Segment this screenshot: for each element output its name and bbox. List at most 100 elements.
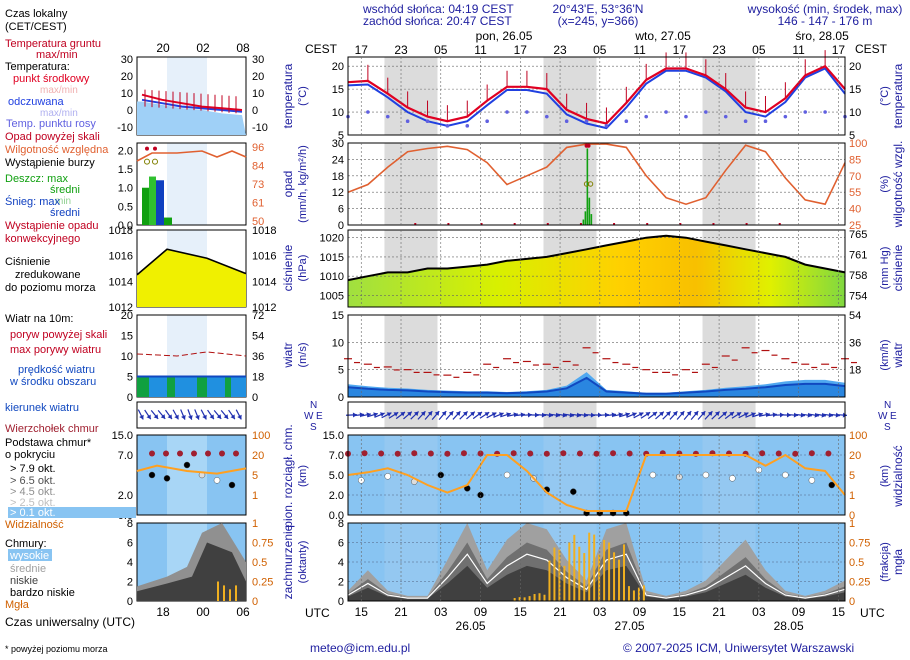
legend-temp-mid: punkt środkowy — [13, 73, 90, 85]
dew-point-dot — [366, 110, 370, 114]
cloud-top-dot — [444, 450, 451, 457]
legend-cloud-base: Podstawa chmur* — [5, 437, 92, 449]
top-hour-label: 11 — [633, 43, 646, 57]
legend-fog: Mgła — [5, 599, 30, 611]
dew-point-dot — [505, 110, 509, 114]
cloud-top-dot — [411, 450, 418, 457]
cloud-base-legend-frame — [136, 434, 247, 516]
wind-arrow — [640, 411, 651, 419]
visibility-tick-right: 20 — [849, 450, 861, 462]
wind-arrow — [724, 411, 735, 420]
wind-arrow — [676, 410, 685, 420]
legend-clouds-title: Chmury: — [5, 538, 47, 550]
bottom-hour-label: 03 — [752, 605, 766, 619]
precipitation-legend-frame — [136, 142, 247, 226]
legend-cloud-tick-l: 8 — [127, 518, 133, 530]
wind-arrow — [395, 411, 406, 420]
cloud-base-dot — [729, 475, 736, 482]
legend-wind-tick-l: 20 — [121, 310, 133, 322]
legend-utc-hour: 00 — [196, 605, 210, 619]
axis-title-left: temperatura — [281, 63, 295, 128]
precip-occurrence — [778, 223, 781, 225]
legend-rain-tick: 1.0 — [118, 183, 133, 195]
fog-tick-right: 0.75 — [849, 538, 870, 550]
wind-arrow — [626, 412, 637, 418]
legend-cloud-tick-l: 6 — [127, 538, 133, 550]
legend-wind-max — [137, 376, 149, 397]
dew-point-dot — [385, 114, 390, 119]
fog-bar — [578, 546, 581, 601]
legend-rain-tick: 0.0 — [118, 220, 133, 232]
wind-arrow — [438, 410, 447, 420]
wind-tick-right: 54 — [849, 310, 861, 322]
tz-right: CEST — [855, 42, 888, 56]
legend-storm-marker — [153, 146, 157, 151]
axis-unit-right: (°C) — [879, 86, 891, 106]
pressure-tick-left: 1015 — [320, 252, 344, 264]
cloud-top-dot — [394, 450, 401, 457]
legend-wind-max — [197, 376, 207, 397]
legend-cov-01-bg — [8, 507, 136, 518]
legend-low-clouds: niskie — [10, 575, 38, 587]
wind-arrow — [452, 410, 461, 420]
compass-s: S — [310, 422, 317, 433]
dew-point-dot — [525, 110, 529, 114]
legend-hour-label: 08 — [236, 41, 250, 55]
apparent-temp-line — [347, 67, 846, 130]
legend-temp-tick-r: 0 — [252, 105, 258, 117]
bottom-hour-label: 09 — [792, 605, 806, 619]
legend-night-band — [167, 143, 207, 225]
legend-ground-temp-fill — [137, 101, 246, 135]
legend-vis-tick-r: 20 — [252, 450, 264, 462]
dew-point-dot — [644, 114, 648, 119]
axis-unit-left: (hPa) — [297, 255, 309, 282]
legend-temp-tick-l: -10 — [117, 122, 133, 134]
axis-unit-right: (mm Hg) — [879, 247, 891, 290]
wind-arrow — [388, 411, 399, 419]
cloud-base-plot-frame — [347, 434, 846, 516]
wind-arrow — [445, 410, 454, 420]
precip-bar — [582, 219, 585, 225]
fog-bar — [513, 598, 516, 601]
wind-arrow — [655, 411, 665, 420]
wind-tick-left: 10 — [332, 337, 344, 349]
legend-cov-65: > 6.5 okt. — [10, 475, 56, 487]
dew-point-dot — [783, 114, 788, 119]
compass-n: N — [884, 400, 891, 411]
legend-snow-max: Śnieg: max — [5, 195, 61, 208]
legend-ground-maxmin: max/min — [36, 49, 78, 61]
legend-wind-arrow — [187, 409, 193, 420]
legend-convective: konwekcyjnego — [5, 233, 80, 245]
visibility-tick-right: 5 — [849, 470, 855, 482]
legend-cov-79: > 7.9 okt. — [10, 463, 56, 475]
legend-convective-marker — [144, 158, 150, 165]
pressure-tick-right: 758 — [849, 270, 867, 282]
dew-point-dot — [425, 119, 430, 124]
legend-humidity-tick: 84 — [252, 161, 264, 173]
wind-arrow — [381, 412, 392, 419]
precip-bar — [590, 214, 593, 225]
cloud-top-dot — [460, 450, 467, 457]
legend-rain-tick: 1.5 — [118, 164, 133, 176]
fog-bar — [603, 539, 606, 601]
cloud-top-dot — [825, 450, 832, 457]
legend-cloud-top: Wierzchołek chmur — [5, 423, 99, 435]
local-time-label: Czas lokalny — [5, 8, 68, 20]
cloud-top-dot — [527, 450, 534, 457]
legend-coverage: o pokryciu — [5, 449, 55, 461]
legend-wind-arrow — [220, 409, 229, 420]
legend-temp-tick-r: 10 — [252, 88, 264, 100]
temp-tick-right: 5 — [849, 130, 855, 142]
axis-unit-right: (km) — [879, 465, 891, 487]
fog-bar — [623, 544, 626, 601]
wind-arrow — [431, 410, 440, 420]
rain-tick-left: 6 — [338, 204, 344, 216]
legend-wind-arrow — [207, 409, 215, 420]
pressure-tick-left: 1010 — [320, 271, 344, 283]
legend-wind-tick-r: 0 — [252, 392, 258, 404]
fog-bar — [548, 560, 551, 601]
axis-title-right: widzialność — [891, 445, 905, 507]
sunrise-text: wschód słońca: 04:19 CEST — [362, 2, 514, 16]
wind-arrow — [486, 412, 497, 419]
